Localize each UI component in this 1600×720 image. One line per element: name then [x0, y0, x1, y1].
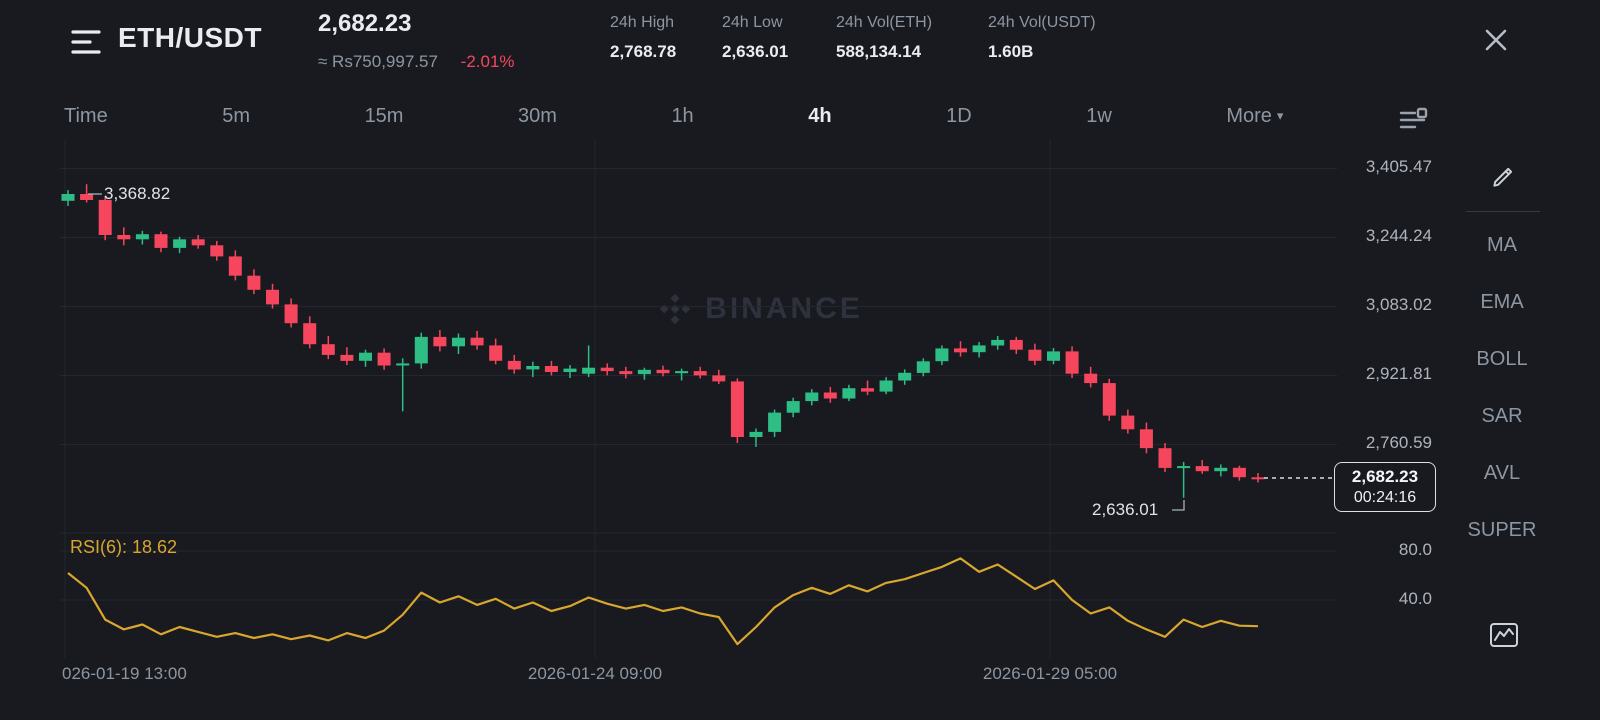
stat-24h-vol-eth: 24h Vol(ETH) 588,134.14	[836, 14, 932, 62]
rsi-indicator-label: RSI(6): 18.62	[70, 537, 178, 557]
time-axis-label: 2026-01-24 09:00	[527, 664, 663, 683]
tab-4h[interactable]: 4h	[808, 104, 832, 127]
indicator-super[interactable]: SUPER	[1467, 519, 1537, 541]
change-percent: -2.01%	[460, 52, 515, 71]
watermark-text: BINANCE	[705, 292, 863, 325]
stat-label: 24h Vol(ETH)	[836, 14, 933, 31]
last-price: 2,682.23	[318, 10, 412, 37]
indicator-ema[interactable]: EMA	[1480, 291, 1524, 313]
stat-value: 2,636.01	[722, 42, 789, 61]
indicator-ma[interactable]: MA	[1487, 234, 1517, 256]
pair-title[interactable]: ETH/USDT	[118, 22, 262, 53]
fiat-approx: ≈ Rs750,997.57	[318, 52, 438, 71]
price-badge-value: 2,682.23	[1351, 467, 1419, 486]
stat-value: 2,768.78	[610, 42, 677, 61]
low-price-annotation: 2,636.01	[1092, 500, 1159, 519]
price-axis-label: 2,921.81	[1365, 364, 1432, 383]
indicator-sar[interactable]: SAR	[1481, 405, 1523, 427]
chevron-down-icon: ▾	[1276, 107, 1284, 123]
tab-15m[interactable]: 15m	[364, 104, 404, 127]
stat-24h-high: 24h High 2,768.78	[610, 14, 676, 62]
interval-tabs: Time 5m 15m 30m 1h 4h 1D 1w More ▾	[60, 96, 1432, 136]
sidebar-divider	[1466, 211, 1540, 212]
sub-indicator-icon[interactable]	[1488, 620, 1520, 650]
tab-more-label: More	[1226, 104, 1272, 127]
stat-label: 24h High	[610, 14, 675, 31]
price-axis-label: 3,405.47	[1365, 157, 1432, 176]
high-price-annotation: 3,368.82	[104, 184, 171, 203]
time-axis-label: 026-01-19 13:00	[62, 664, 187, 683]
rsi-axis-label: 40.0	[1398, 589, 1432, 608]
draw-pencil-icon[interactable]	[1490, 164, 1516, 190]
close-icon[interactable]	[1482, 26, 1510, 54]
chart-settings-icon[interactable]	[1398, 103, 1428, 129]
time-axis-label: 2026-01-29 05:00	[982, 664, 1118, 683]
price-axis-label: 3,244.24	[1365, 226, 1432, 245]
tab-1h[interactable]: 1h	[671, 104, 694, 127]
stat-value: 588,134.14	[836, 42, 922, 61]
tab-1d[interactable]: 1D	[946, 104, 972, 127]
pair-menu-icon[interactable]	[70, 27, 104, 57]
stat-label: 24h Vol(USDT)	[988, 14, 1096, 31]
price-badge: 2,682.23 00:24:16	[1334, 462, 1436, 512]
price-axis-label: 2,760.59	[1365, 433, 1432, 452]
fiat-approx-row: ≈ Rs750,997.57 -2.01%	[318, 52, 515, 72]
price-axis-label: 3,083.02	[1365, 295, 1432, 314]
price-badge-countdown: 00:24:16	[1353, 489, 1417, 506]
tab-more[interactable]: More ▾	[1226, 105, 1283, 128]
stat-24h-low: 24h Low 2,636.01	[722, 14, 788, 62]
stat-value: 1.60B	[988, 42, 1034, 61]
tab-1w[interactable]: 1w	[1086, 104, 1112, 127]
tab-30m[interactable]: 30m	[518, 104, 557, 127]
indicator-boll[interactable]: BOLL	[1476, 348, 1528, 370]
binance-watermark: BINANCE	[600, 286, 920, 332]
stat-24h-vol-usdt: 24h Vol(USDT) 1.60B	[988, 14, 1096, 62]
tab-time[interactable]: Time	[64, 104, 108, 127]
tab-5m[interactable]: 5m	[222, 104, 251, 127]
rsi-axis-label: 80.0	[1398, 540, 1432, 559]
stat-label: 24h Low	[722, 14, 783, 31]
indicator-avl[interactable]: AVL	[1483, 462, 1521, 484]
